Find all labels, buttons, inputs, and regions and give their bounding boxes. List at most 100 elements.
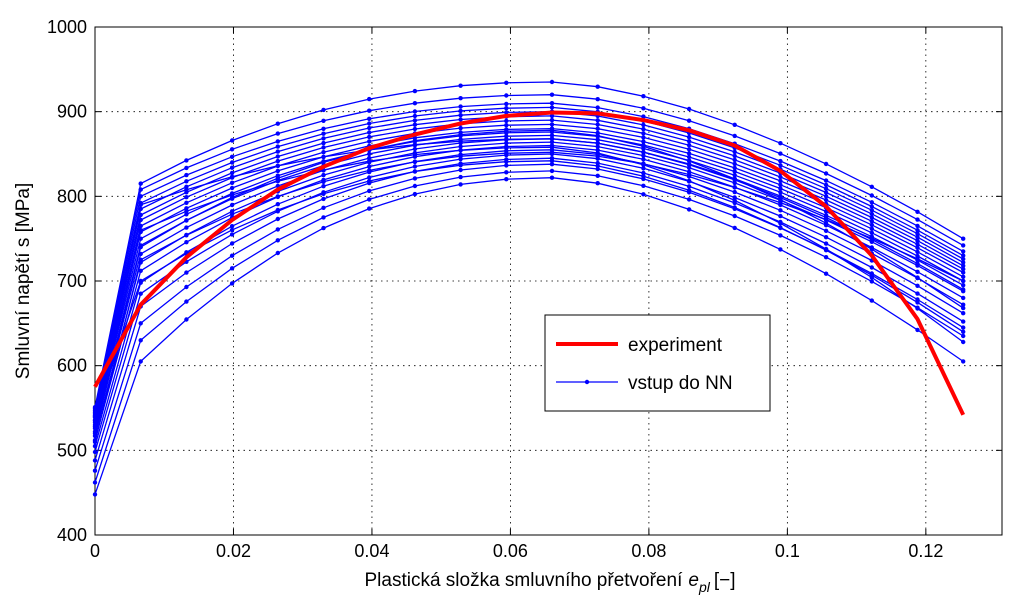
input-series-line (94, 123, 964, 421)
input-series-point (367, 164, 372, 169)
input-series-point (732, 189, 737, 195)
input-series-line (94, 81, 964, 408)
input-series-point (275, 139, 280, 144)
input-series-point (458, 113, 463, 118)
input-series-point (412, 183, 418, 189)
input-series-point (412, 101, 418, 106)
input-series-point (184, 158, 189, 163)
legend-experiment-label: experiment (628, 335, 723, 356)
input-series-point (458, 154, 463, 159)
input-series-point (412, 169, 418, 174)
input-series-point (823, 171, 829, 176)
input-series-point (686, 154, 692, 160)
x-axis-label-unit: [−] (714, 570, 736, 591)
input-series-point (961, 249, 966, 254)
input-series-point (229, 241, 235, 246)
input-series-point (823, 178, 829, 183)
input-series-point (549, 105, 555, 110)
input-series-point (641, 153, 646, 158)
input-series-point (595, 126, 600, 131)
input-series-point (549, 92, 555, 97)
input-series-point (229, 138, 235, 143)
input-series-point (229, 253, 235, 258)
input-series-point (823, 235, 829, 240)
input-series-point (915, 223, 920, 229)
y-tick-label: 700 (57, 271, 87, 291)
input-series-point (641, 94, 646, 99)
input-series-point (275, 121, 280, 126)
input-series-point (138, 244, 143, 250)
input-series-point (458, 139, 463, 144)
input-series-point (961, 339, 966, 345)
input-series-point (961, 253, 966, 258)
input-series-point (321, 136, 326, 141)
input-series-point (961, 305, 966, 311)
input-series-point (549, 139, 555, 145)
input-series-line (94, 149, 964, 447)
input-series-point (184, 209, 189, 214)
input-series-point (229, 160, 235, 165)
input-series-point (367, 130, 372, 135)
input-series-point (549, 168, 555, 174)
input-series-point (229, 180, 235, 185)
input-series-point (504, 118, 509, 124)
input-series-point (549, 101, 555, 106)
input-series-point (184, 195, 189, 200)
input-series-point (412, 142, 418, 147)
input-series-point (412, 152, 418, 157)
x-axis: 0 0.02 0.04 0.06 0.08 0.1 0.12 (90, 27, 943, 561)
input-series-point (412, 88, 418, 94)
legend-box (544, 314, 771, 412)
input-series-point (595, 97, 600, 102)
input-series-point (412, 126, 418, 132)
input-series-point (778, 151, 783, 156)
y-tick-label: 500 (57, 440, 87, 460)
input-series-point (321, 172, 326, 178)
input-series-point (412, 191, 418, 197)
input-series-point (321, 160, 326, 165)
input-series-point (184, 179, 189, 184)
input-series-point (367, 178, 372, 184)
input-series-point (778, 200, 783, 205)
input-series-line (94, 111, 964, 415)
input-series-point (869, 265, 874, 270)
input-series-point (275, 131, 280, 136)
input-series-point (458, 167, 463, 173)
input-series-point (504, 151, 509, 156)
input-series-point (549, 175, 555, 180)
input-series-point (504, 163, 509, 168)
input-series-point (915, 256, 920, 262)
input-series-point (595, 84, 600, 89)
input-series-point (823, 255, 829, 260)
input-series-point (458, 163, 463, 168)
input-series-point (961, 311, 966, 316)
input-series-point (504, 93, 509, 98)
input-series-point (823, 221, 829, 226)
input-series-point (321, 225, 326, 231)
input-series-point (869, 211, 874, 217)
input-series-point (138, 257, 143, 262)
input-series-point (732, 122, 737, 128)
x-tick-label: 0.04 (354, 541, 389, 561)
input-series-point (184, 233, 189, 238)
input-series-point (138, 202, 143, 207)
input-series-point (961, 359, 966, 364)
input-series-point (778, 190, 783, 195)
input-series-point (504, 80, 509, 86)
input-series-point (915, 228, 920, 233)
input-series-point (778, 158, 783, 164)
input-series-point (229, 185, 235, 191)
input-series-line (94, 170, 964, 483)
input-series-point (869, 184, 874, 189)
input-series-point (686, 207, 692, 212)
input-series-point (275, 176, 280, 181)
input-series-line (94, 160, 964, 417)
input-series-point (869, 215, 874, 220)
input-series-point (915, 283, 920, 288)
legend-input-label: vstup do NN (628, 373, 733, 394)
input-series-point (961, 333, 966, 339)
input-series-point (732, 165, 737, 171)
input-series-point (961, 263, 966, 268)
input-series-point (458, 174, 463, 180)
input-series-point (915, 242, 920, 247)
